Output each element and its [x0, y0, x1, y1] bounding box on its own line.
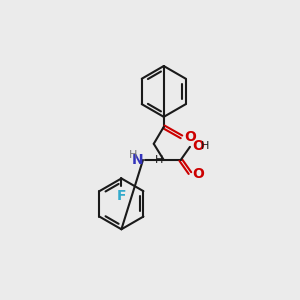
Text: F: F [117, 189, 126, 203]
Text: H: H [201, 141, 209, 151]
Text: O: O [192, 167, 204, 181]
Text: H: H [128, 150, 137, 160]
Text: N: N [132, 153, 144, 167]
Text: H: H [154, 155, 163, 165]
Text: O: O [192, 139, 204, 153]
Text: O: O [184, 130, 196, 144]
